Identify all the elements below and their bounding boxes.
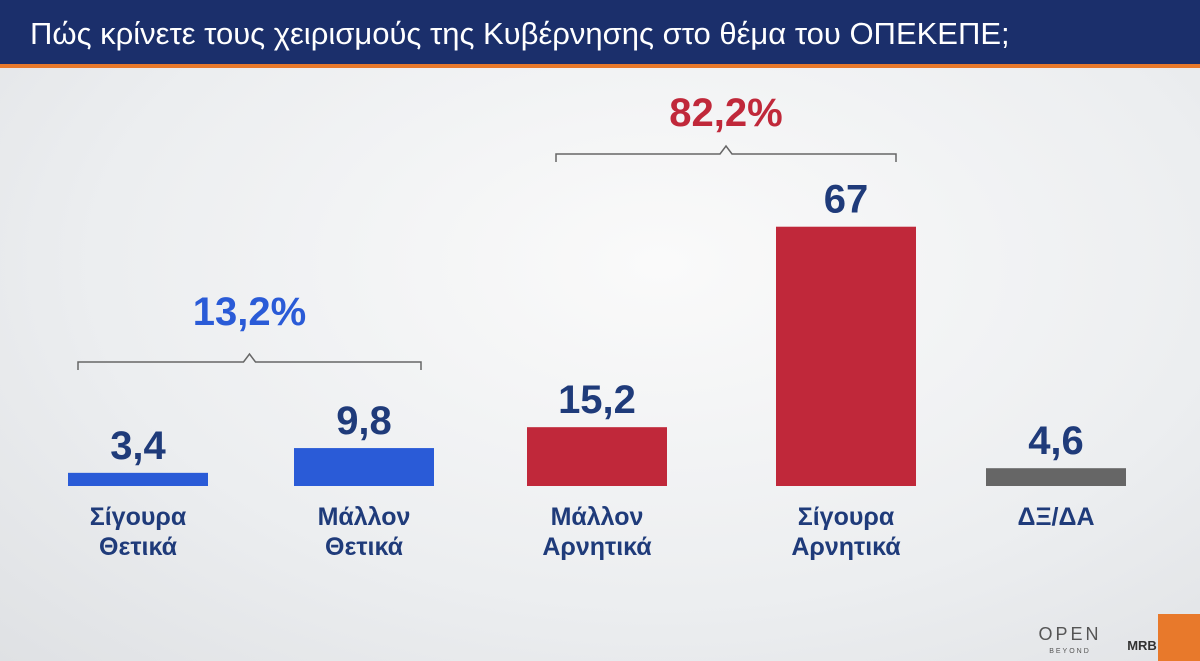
title-underline	[0, 64, 1200, 68]
value-label: 3,4	[110, 424, 166, 468]
group-bracket	[77, 352, 422, 370]
pollster-logo: MRB	[1127, 638, 1157, 653]
chart-title: Πώς κρίνετε τους χειρισμούς της Κυβέρνησ…	[30, 16, 1010, 51]
bar	[68, 472, 208, 486]
title-bar	[0, 0, 1200, 64]
logo-box	[1158, 614, 1200, 661]
category-label: Σίγουρα Θετικά	[89, 503, 187, 561]
group-total: 82,2%	[669, 91, 782, 135]
value-label: 15,2	[558, 378, 636, 422]
category-label: Σίγουρα Αρνητικά	[791, 503, 901, 561]
logo: OPEN	[1038, 624, 1101, 644]
value-label: 67	[824, 178, 869, 222]
bar	[294, 448, 434, 486]
value-label: 9,8	[336, 399, 392, 443]
category-label: Μάλλον Θετικά	[317, 503, 411, 561]
value-label: 4,6	[1028, 419, 1084, 463]
logo-sub: BEYOND	[1049, 648, 1091, 655]
category-label: ΔΞ/ΔΑ	[1017, 503, 1095, 531]
category-label: Μάλλον Αρνητικά	[542, 503, 652, 561]
bar	[527, 427, 667, 486]
bar	[776, 226, 916, 486]
group-bracket	[555, 144, 897, 162]
bar	[986, 468, 1126, 486]
group-total: 13,2%	[193, 290, 306, 334]
